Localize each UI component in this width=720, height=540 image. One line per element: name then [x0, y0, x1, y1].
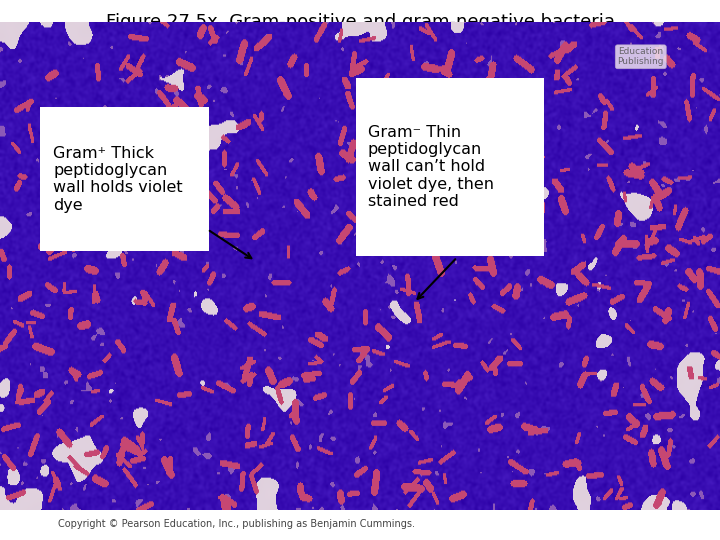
- FancyBboxPatch shape: [40, 107, 209, 251]
- Text: Gram⁻ Thin
peptidoglycan
wall can’t hold
violet dye, then
stained red: Gram⁻ Thin peptidoglycan wall can’t hold…: [368, 125, 494, 210]
- Text: Education
Publishing: Education Publishing: [618, 47, 664, 66]
- FancyBboxPatch shape: [356, 78, 544, 256]
- Text: Copyright © Pearson Education, Inc., publishing as Benjamin Cummings.: Copyright © Pearson Education, Inc., pub…: [58, 518, 415, 529]
- Text: Figure 27.5x  Gram-positive and gram-negative bacteria: Figure 27.5x Gram-positive and gram-nega…: [106, 14, 614, 31]
- Text: Gram⁺ Thick
peptidoglycan
wall holds violet
dye: Gram⁺ Thick peptidoglycan wall holds vio…: [53, 146, 183, 213]
